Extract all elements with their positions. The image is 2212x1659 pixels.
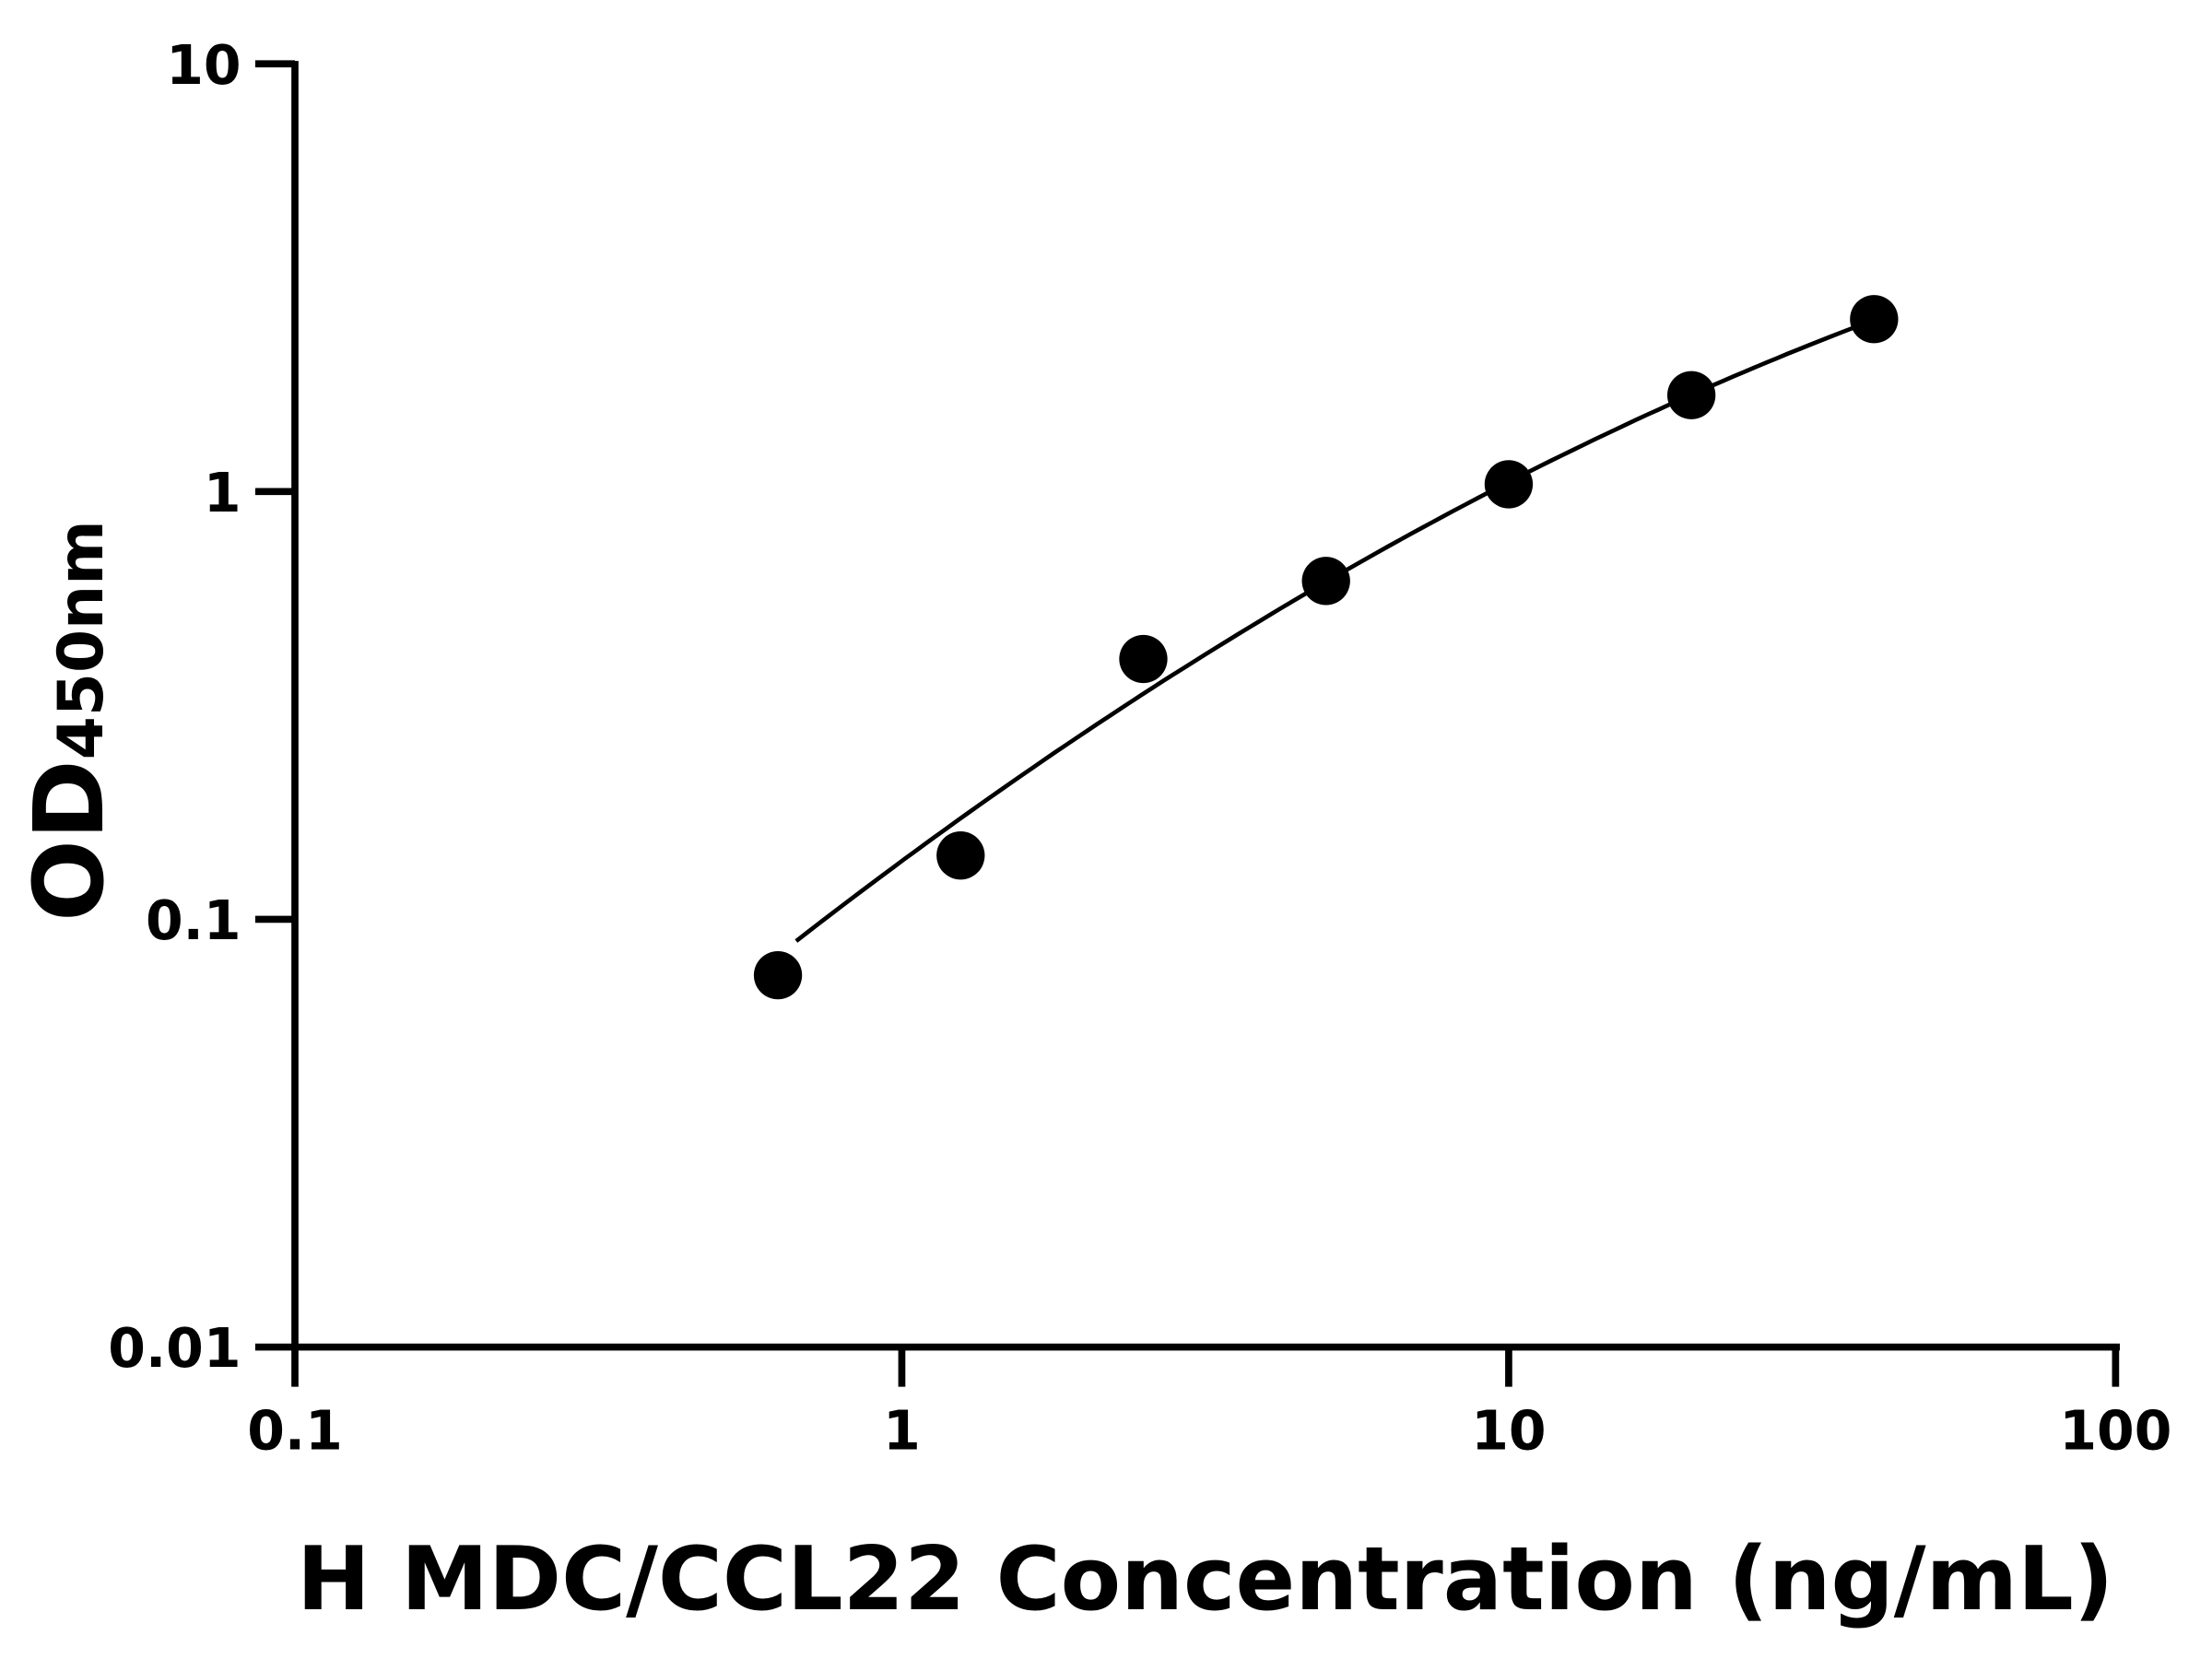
x-axis-label: H MDC/CCL22 Concentration (ng/mL) xyxy=(297,1528,2113,1630)
data-point xyxy=(1119,634,1168,684)
y-tick-label: 10 xyxy=(166,34,241,97)
y-axis-label-sub: 450nm xyxy=(44,520,117,759)
x-tick-label: 100 xyxy=(2059,1399,2171,1462)
axes xyxy=(291,61,2120,1351)
data-point xyxy=(1484,460,1534,509)
y-tick-label: 0.1 xyxy=(146,889,241,952)
data-point xyxy=(1301,557,1350,606)
y-tick-label: 1 xyxy=(204,462,241,524)
data-point xyxy=(753,950,803,1000)
x-tick-label: 1 xyxy=(883,1399,921,1462)
y-axis-label-main: OD xyxy=(13,759,125,922)
data-point xyxy=(1666,371,1716,419)
y-tick-label: 0.01 xyxy=(108,1317,241,1380)
y-axis-label: OD450nm xyxy=(13,520,125,922)
x-tick-label: 0.1 xyxy=(247,1399,343,1462)
x-tick-label: 10 xyxy=(1471,1399,1546,1462)
data-point xyxy=(1850,295,1899,344)
data-point xyxy=(936,831,985,880)
